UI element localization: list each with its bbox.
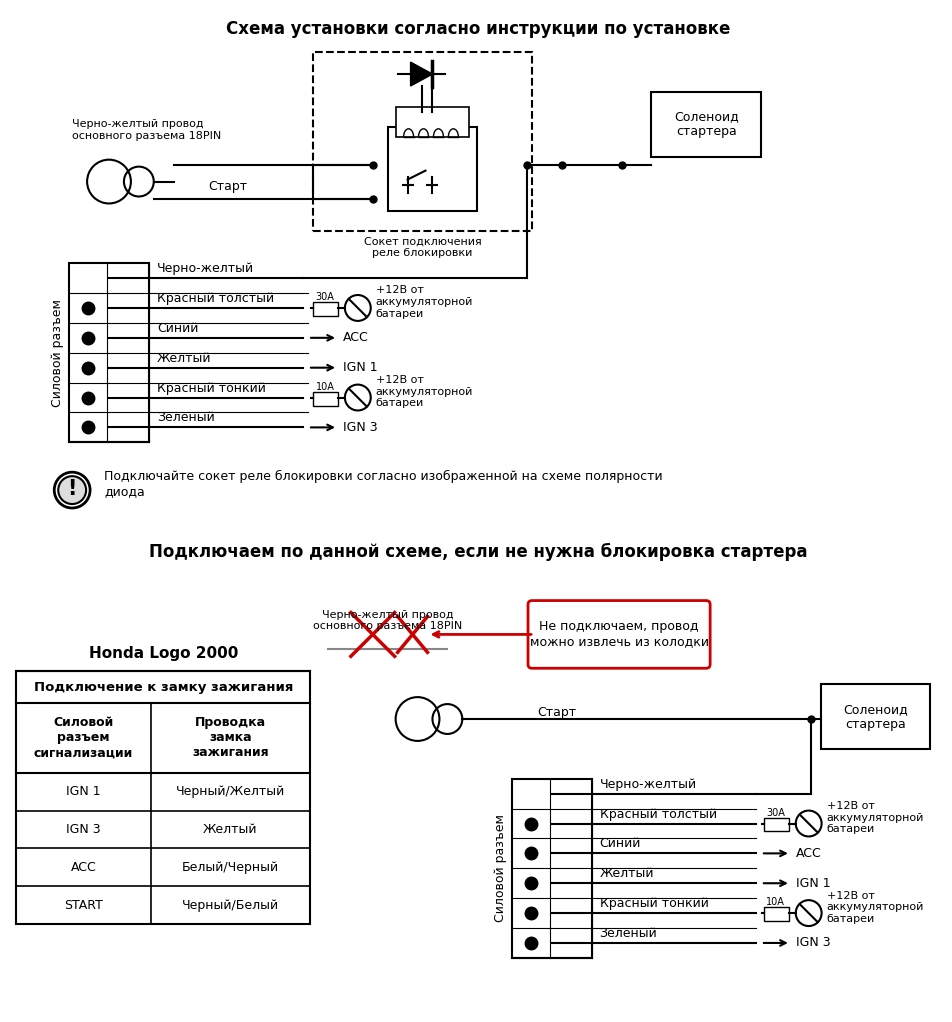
Text: Черно-желтый провод
основного разъема 18PIN: Черно-желтый провод основного разъема 18… [72, 119, 222, 141]
Text: Подключаем по данной схеме, если не нужна блокировка стартера: Подключаем по данной схеме, если не нужн… [149, 543, 807, 561]
Text: Подключение к замку зажигания: Подключение к замку зажигания [33, 681, 293, 694]
Text: 30A: 30A [315, 292, 334, 301]
Text: Сокет подключения
реле блокировки: Сокет подключения реле блокировки [364, 236, 482, 258]
FancyBboxPatch shape [313, 52, 532, 231]
Text: Зеленый: Зеленый [157, 412, 214, 424]
Bar [396, 107, 469, 137]
Bar [313, 391, 338, 406]
FancyBboxPatch shape [528, 601, 710, 668]
Polygon shape [410, 62, 432, 86]
Text: Желтый: Желтый [203, 823, 258, 836]
Text: ACC: ACC [796, 847, 822, 860]
Text: 30A: 30A [766, 807, 785, 818]
Text: ACC: ACC [343, 331, 368, 344]
Bar [764, 908, 789, 921]
Text: Силовой разъем: Силовой разъем [494, 815, 506, 922]
Text: Черный/Белый: Черный/Белый [182, 898, 279, 912]
Text: Соленоид
стартера: Соленоид стартера [674, 110, 739, 138]
Circle shape [58, 476, 86, 504]
Text: Зеленый: Зеленый [600, 927, 658, 940]
Text: IGN 3: IGN 3 [67, 823, 101, 836]
Bar [512, 779, 592, 958]
Bar [313, 301, 338, 316]
Text: +12В от
аккумуляторной
батареи: +12В от аккумуляторной батареи [826, 890, 924, 924]
Text: Черно-желтый: Черно-желтый [600, 778, 697, 791]
Text: +12В от
аккумуляторной
батареи: +12В от аккумуляторной батареи [376, 375, 473, 408]
Text: Черно-желтый провод
основного разъема 18PIN: Черно-желтый провод основного разъема 18… [313, 609, 463, 632]
Text: Черный/Желтый: Черный/Желтый [176, 785, 285, 798]
Text: Синий: Синий [600, 837, 641, 850]
Text: Синий: Синий [157, 322, 198, 335]
Text: IGN 3: IGN 3 [796, 936, 830, 949]
Text: Honda Logo 2000: Honda Logo 2000 [89, 646, 238, 661]
Text: Красный толстый: Красный толстый [600, 807, 717, 821]
Text: Красный тонкий: Красный тонкий [600, 897, 708, 911]
Text: Подключайте сокет реле блокировки согласно изображенной на схеме полярности
диод: Подключайте сокет реле блокировки соглас… [104, 470, 663, 498]
Text: Белый/Черный: Белый/Черный [182, 861, 279, 874]
Text: ACC: ACC [70, 861, 96, 874]
Bar [387, 127, 477, 212]
Text: START: START [64, 898, 103, 912]
Text: IGN 1: IGN 1 [343, 361, 378, 374]
Text: IGN 3: IGN 3 [343, 421, 378, 434]
Text: 10A: 10A [315, 381, 334, 391]
Text: Проводка
замка
зажигания: Проводка замка зажигания [192, 716, 268, 759]
Bar [764, 818, 789, 832]
Bar [651, 92, 761, 156]
Text: Желтый: Желтый [600, 868, 654, 880]
Text: +12В от
аккумуляторной
батареи: +12В от аккумуляторной батареи [826, 801, 924, 834]
Text: IGN 1: IGN 1 [796, 877, 830, 890]
Text: Силовой
разъем
сигнализации: Силовой разъем сигнализации [34, 716, 133, 759]
Text: Силовой разъем: Силовой разъем [50, 298, 64, 407]
Text: Черно-желтый: Черно-желтый [157, 262, 254, 275]
Text: +12В от
аккумуляторной
батареи: +12В от аккумуляторной батареи [376, 285, 473, 319]
Text: Не подключаем, провод
можно извлечь из колодки: Не подключаем, провод можно извлечь из к… [529, 620, 708, 648]
Text: IGN 1: IGN 1 [67, 785, 101, 798]
Text: Старт: Старт [208, 180, 248, 193]
Bar [821, 684, 930, 749]
Text: Соленоид
стартера: Соленоид стартера [843, 703, 908, 731]
Bar [16, 671, 310, 924]
Text: Красный толстый: Красный толстый [157, 292, 274, 305]
Text: Схема установки согласно инструкции по установке: Схема установки согласно инструкции по у… [226, 20, 730, 39]
Text: 10A: 10A [766, 897, 785, 908]
Text: Старт: Старт [537, 705, 576, 718]
Bar [69, 264, 149, 443]
Text: Желтый: Желтый [157, 352, 211, 365]
Text: !: ! [68, 479, 77, 499]
Text: Красный тонкий: Красный тонкий [157, 381, 266, 394]
